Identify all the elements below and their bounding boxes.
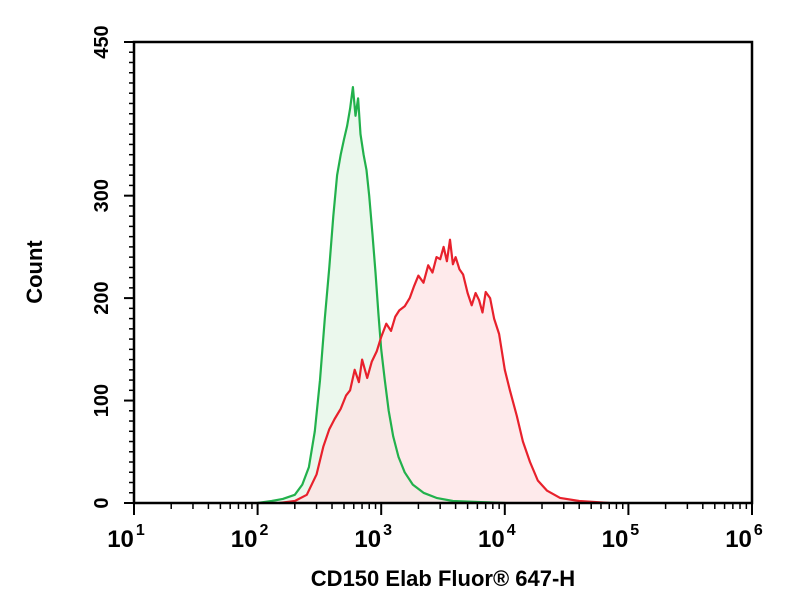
y-axis-title: Count	[22, 240, 47, 304]
series-2-line	[279, 238, 610, 505]
x-tick-label: 10 4	[478, 522, 516, 553]
plot-area	[257, 86, 610, 505]
series-fills	[257, 87, 610, 503]
series-1-line	[257, 86, 505, 505]
y-tick-label: 450	[91, 25, 113, 58]
y-tick-label: 100	[91, 384, 113, 417]
x-tick-label: 10 6	[725, 522, 763, 553]
y-tick-label: 200	[91, 281, 113, 314]
x-tick-label: 10 5	[602, 522, 640, 553]
y-tick-label: 0	[91, 497, 113, 508]
x-tick-label: 10 3	[354, 522, 392, 553]
series-lines	[257, 86, 610, 505]
x-tick-label: 10 1	[107, 522, 145, 553]
plot-frame	[132, 40, 754, 505]
x-axis-title: CD150 Elab Fluor® 647-H	[311, 566, 575, 591]
x-tick-label: 10 2	[231, 522, 269, 553]
y-tick-label: 300	[91, 179, 113, 212]
y-axis: 0 100 200 300 450	[91, 25, 134, 509]
series-1-fill	[257, 87, 505, 503]
x-axis: 10 1 10 2 10 3 10 4 10 5 10 6	[107, 503, 763, 553]
series-2-fill	[279, 239, 610, 503]
